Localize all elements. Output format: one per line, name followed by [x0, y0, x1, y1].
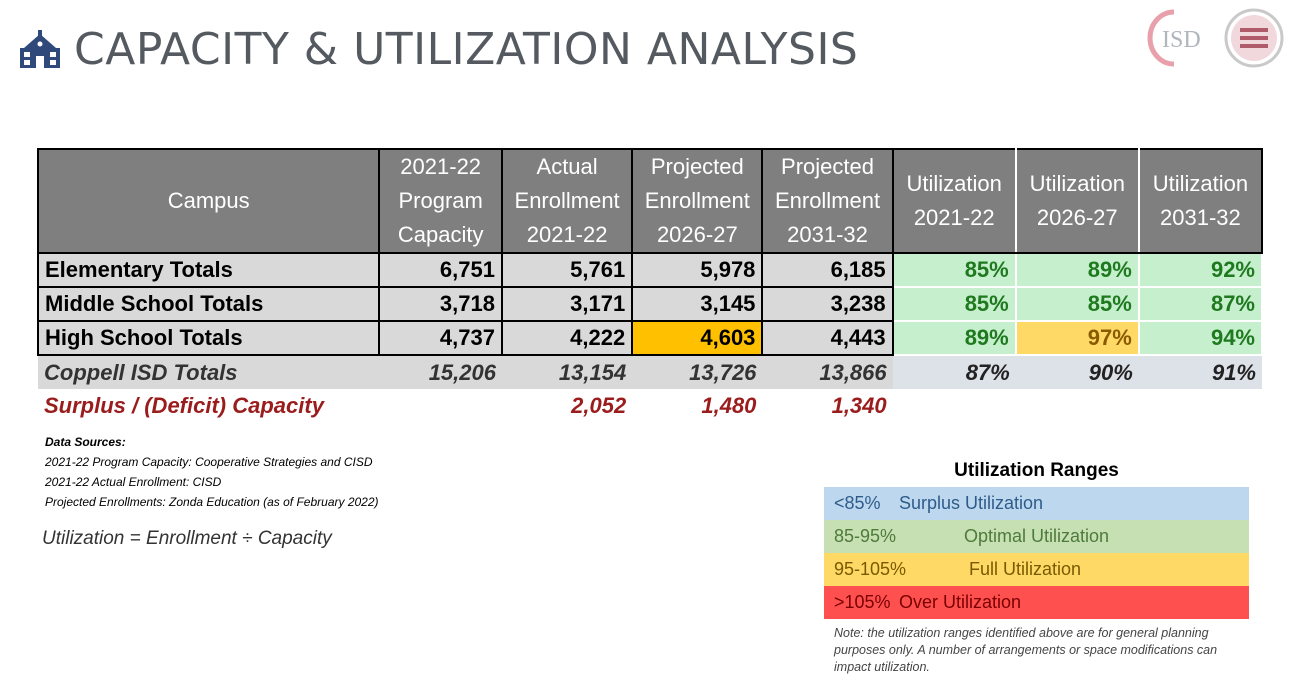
actual-cell: 13,154 [501, 355, 633, 389]
surplus-2027-cell: 1,480 [632, 389, 763, 423]
capacity-cell: 4,737 [378, 320, 503, 356]
util-2022-cell: 85% [891, 252, 1017, 288]
range-value: <85% [834, 493, 881, 513]
empty-cell [892, 389, 1262, 423]
col-header-capacity: 2021-22 Program Capacity [378, 148, 503, 254]
range-optimal: 85-95% Optimal Utilization [824, 520, 1249, 553]
col-header-util-2022: Utilization 2021-22 [891, 148, 1017, 254]
proj-2027-cell: 5,978 [631, 252, 764, 288]
range-surplus: <85% Surplus Utilization [824, 487, 1249, 520]
range-value: >105% [834, 592, 891, 612]
school-icon [20, 29, 60, 68]
util-2032-cell: 87% [1137, 286, 1264, 322]
capacity-cell: 6,751 [378, 252, 503, 288]
col-header-util-2032: Utilization 2031-32 [1137, 148, 1264, 254]
util-2027-cell: 90% [1015, 355, 1139, 389]
util-2022-cell: 89% [891, 320, 1017, 356]
util-2027-cell: 85% [1014, 286, 1140, 322]
logo-text: ISD [1162, 27, 1201, 53]
source-line: Projected Enrollments: Zonda Education (… [45, 495, 379, 509]
data-sources: Data Sources: 2021-22 Program Capacity: … [45, 432, 379, 512]
campus-cell: Elementary Totals [36, 252, 381, 288]
range-label: Optimal Utilization [964, 526, 1110, 546]
actual-cell: 3,171 [500, 286, 634, 322]
capacity-cell: 3,718 [378, 286, 503, 322]
range-label: Full Utilization [969, 559, 1082, 579]
surplus-actual-cell: 2,052 [501, 389, 633, 423]
util-2032-cell: 91% [1138, 355, 1262, 389]
capacity-table: Campus 2021-22 Program Capacity Actual Enro… [36, 148, 1264, 423]
util-2032-cell: 92% [1137, 252, 1264, 288]
proj-2032-cell: 4,443 [761, 320, 894, 356]
surplus-row: Surplus / (Deficit) Capacity 2,052 1,480… [38, 389, 1262, 423]
ranges-title: Utilization Ranges [954, 460, 1119, 481]
proj-2032-cell: 13,866 [762, 355, 893, 389]
col-header-util-2027: Utilization 2026-27 [1014, 148, 1140, 254]
campus-cell: High School Totals [36, 320, 381, 356]
table-row: High School Totals 4,737 4,222 4,603 4,4… [36, 320, 1264, 356]
range-over: >105% Over Utilization [824, 586, 1249, 619]
col-header-actual: Actual Enrollment 2021-22 [500, 148, 634, 254]
utilization-ranges-legend: Utilization Ranges <85% Surplus Utilizat… [824, 458, 1249, 676]
table-row: Elementary Totals 6,751 5,761 5,978 6,18… [36, 252, 1264, 288]
util-2027-cell: 89% [1014, 252, 1140, 288]
util-2027-cell: 97% [1014, 320, 1140, 356]
proj-2027-cell: 3,145 [631, 286, 764, 322]
proj-2027-cell: 4,603 [631, 320, 764, 356]
campus-cell: Middle School Totals [36, 286, 381, 322]
range-label: Surplus Utilization [899, 493, 1044, 513]
util-2022-cell: 87% [892, 355, 1016, 389]
table-row: Middle School Totals 3,718 3,171 3,145 3… [36, 286, 1264, 322]
utilization-formula: Utilization = Enrollment ÷ Capacity [42, 528, 332, 549]
range-label: Over Utilization [899, 592, 1022, 612]
range-value: 95-105% [834, 559, 907, 579]
district-logo: ISD [1147, 8, 1284, 68]
sources-heading: Data Sources: [45, 435, 126, 449]
range-value: 85-95% [834, 526, 897, 546]
title-row: CAPACITY & UTILIZATION ANALYSIS [18, 24, 858, 75]
col-header-proj-2027: Projected Enrollment 2026-27 [631, 148, 764, 254]
util-2032-cell: 94% [1137, 320, 1264, 356]
capacity-cell: 15,206 [379, 355, 502, 389]
proj-2032-cell: 3,238 [761, 286, 894, 322]
util-2022-cell: 85% [891, 286, 1017, 322]
proj-2027-cell: 13,726 [632, 355, 763, 389]
col-header-campus: Campus [36, 148, 381, 254]
surplus-2032-cell: 1,340 [762, 389, 893, 423]
surplus-label: Surplus / (Deficit) Capacity [38, 389, 502, 423]
ranges-note: Note: the utilization ranges identified … [834, 626, 1218, 674]
totals-row: Coppell ISD Totals 15,206 13,154 13,726 … [38, 355, 1262, 389]
actual-cell: 5,761 [500, 252, 634, 288]
page-title: CAPACITY & UTILIZATION ANALYSIS [74, 24, 859, 75]
range-full: 95-105% Full Utilization [824, 553, 1249, 586]
col-header-proj-2032: Projected Enrollment 2031-32 [761, 148, 894, 254]
proj-2032-cell: 6,185 [761, 252, 894, 288]
actual-cell: 4,222 [500, 320, 634, 356]
source-line: 2021-22 Program Capacity: Cooperative St… [45, 455, 373, 469]
source-line: 2021-22 Actual Enrollment: CISD [45, 475, 222, 489]
header-row: Campus 2021-22 Program Capacity Actual Enro… [36, 148, 1264, 254]
campus-cell: Coppell ISD Totals [38, 355, 380, 389]
